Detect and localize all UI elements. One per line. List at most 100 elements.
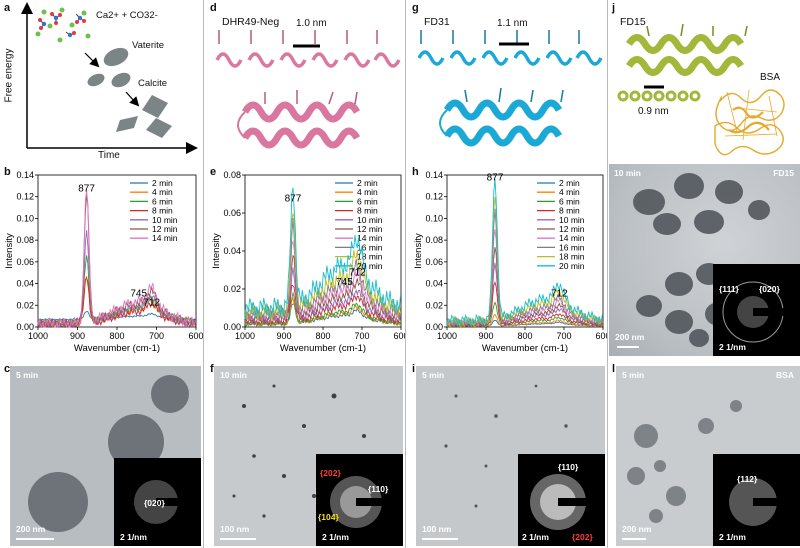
scale-bar-f <box>220 538 256 540</box>
series-line <box>244 212 402 321</box>
fd15-and-bsa-structures <box>617 23 785 156</box>
x-tick-label: 800 <box>109 331 124 341</box>
inset-scale-label-k: 2 1/nm <box>719 342 746 352</box>
series-line <box>37 189 196 328</box>
structure-label-j: FD15 <box>620 16 646 28</box>
panel-label-b: b <box>4 166 11 178</box>
legend-label: 2 min <box>357 178 378 188</box>
y-tick-label: 0.06 <box>16 257 34 267</box>
y-tick-label: 0.10 <box>16 213 34 223</box>
time-label-c: 5 min <box>16 370 39 380</box>
raman-spectra-chart-e: 0.00 0.02 0.04 0.06 0.08 1000 900 800 700 600 Wave… <box>211 170 405 354</box>
y-axis-label: Intensity <box>4 233 15 269</box>
hkl-label-c-1: {020} <box>144 498 165 508</box>
hkl-label-l-1: {112} <box>737 474 758 484</box>
panel-label-g: g <box>412 2 419 14</box>
series-line <box>244 187 402 319</box>
x-tick-label: 900 <box>478 331 493 341</box>
series-line <box>446 301 603 327</box>
scale-label-l: 200 nm <box>622 524 652 534</box>
tem-micrograph-f: 10 min 100 nm {202} {110} {104} 2 1/nm <box>214 366 403 546</box>
time-axis-label: Time <box>98 150 120 161</box>
inset-scale-label-l: 2 1/nm <box>719 532 746 542</box>
schematic-energy-diagram: Ca2+ + CO32- Vaterite Calcite Time Free … <box>0 0 200 163</box>
fd31-structure <box>417 30 603 147</box>
diffraction-inset-c: {020} 2 1/nm <box>114 458 201 546</box>
legend-label: 12 min <box>152 224 178 234</box>
tem-micrograph-k: 10 min FD15 200 nm {111} {020} 2 1/nm <box>609 164 800 356</box>
legend-label: 12 min <box>559 224 585 234</box>
y-tick-label: 0.00 <box>223 322 241 332</box>
ions-label: Ca2+ + CO32- <box>96 10 158 21</box>
scale-bar-l <box>622 538 646 540</box>
vaterite-label: Vaterite <box>132 40 165 51</box>
series-line <box>244 267 402 325</box>
particles-c <box>28 375 189 532</box>
series-line <box>37 230 197 329</box>
peak-annotation: 877 <box>78 183 95 194</box>
x-tick-label: 1000 <box>235 331 255 341</box>
energy-axes <box>21 2 198 154</box>
y-tick-label: 0.08 <box>425 235 443 245</box>
time-label-f: 10 min <box>220 370 247 380</box>
spacing-label-d: 1.0 nm <box>296 18 327 29</box>
y-tick-label: 0.04 <box>223 246 241 256</box>
panel-label-j: j <box>612 2 616 14</box>
x-tick-label: 700 <box>354 331 369 341</box>
particles-l <box>627 400 742 523</box>
legend-label: 6 min <box>559 196 580 206</box>
raman-spectra-chart-h: 0.00 0.02 0.04 0.06 0.08 0.10 0.12 0.14 1000 900 8… <box>413 170 607 354</box>
hkl-label-k-1: {111} <box>719 284 739 294</box>
vaterite-particles <box>87 47 131 88</box>
hkl-label-f-3: {104} <box>318 512 339 522</box>
diffraction-inset-i: {110} {202} 2 1/nm <box>518 454 605 546</box>
y-tick-label: 0.14 <box>16 170 34 180</box>
legend-label: 8 min <box>152 206 173 216</box>
series-line <box>244 296 402 327</box>
legend-label: 6 min <box>152 196 173 206</box>
scale-label-f: 100 nm <box>220 524 250 534</box>
x-tick-label: 700 <box>149 331 164 341</box>
legend-label: 12 min <box>357 224 383 234</box>
legend-label: 4 min <box>559 187 580 197</box>
panel-label-e: e <box>210 166 217 178</box>
legend-label: 14 min <box>152 233 178 243</box>
calcite-label: Calcite <box>138 78 168 89</box>
scale-bar-i <box>422 538 458 540</box>
x-axis-label: Wavenumber (cm-1) <box>482 343 568 354</box>
peak-annotation: 712 <box>551 289 568 300</box>
spacing-label-j: 0.9 nm <box>638 106 669 117</box>
hkl-label-i-2: {202} <box>572 532 593 542</box>
y-tick-label: 0.12 <box>425 192 443 202</box>
legend-label: 4 min <box>152 187 173 197</box>
sample-tag-l: BSA <box>776 370 794 380</box>
time-label-k: 10 min <box>614 168 641 178</box>
x-axis-label: Wavenumber (cm-1) <box>280 343 366 354</box>
y-tick-label: 0.08 <box>223 170 241 180</box>
sample-tag-k: FD15 <box>773 168 794 178</box>
scale-label-c: 200 nm <box>16 524 46 534</box>
bsa-structure <box>714 89 785 156</box>
y-tick-label: 0.02 <box>425 300 443 310</box>
panel-label-h: h <box>412 166 419 178</box>
time-label-l: 5 min <box>622 370 645 380</box>
legend-label: 2 min <box>559 178 580 188</box>
x-tick-label: 700 <box>556 331 571 341</box>
legend-label: 10 min <box>357 215 383 225</box>
peak-annotation: 745 <box>336 277 353 288</box>
bsa-label: BSA <box>760 72 781 83</box>
x-tick-label: 800 <box>315 331 330 341</box>
diffraction-inset-k: {111} {020} 2 1/nm <box>713 264 800 356</box>
legend-label: 16 min <box>357 242 383 252</box>
legend-label: 16 min <box>559 242 585 252</box>
spacing-label-g: 1.1 nm <box>497 18 528 29</box>
divider-dg <box>405 0 406 548</box>
legend-label: 18 min <box>559 252 585 262</box>
legend-label: 8 min <box>357 206 378 216</box>
y-tick-label: 0.04 <box>425 279 443 289</box>
scale-label-k: 200 nm <box>615 332 645 342</box>
particles-i <box>444 384 568 508</box>
series-line <box>244 291 401 328</box>
tem-micrograph-c: 5 min 200 nm {020} 2 1/nm <box>10 366 201 546</box>
legend-label: 18 min <box>357 252 383 262</box>
